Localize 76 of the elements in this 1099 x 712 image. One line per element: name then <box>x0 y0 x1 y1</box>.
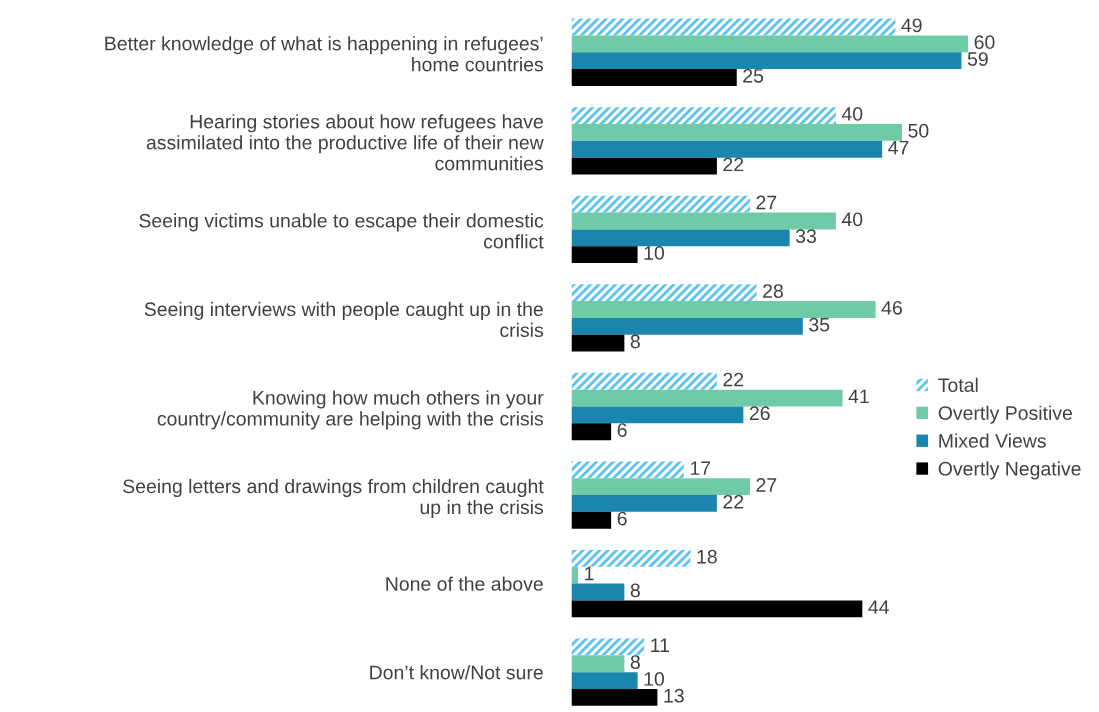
bar <box>571 549 691 567</box>
data-label: 50 <box>908 123 929 138</box>
data-label: 46 <box>881 300 902 315</box>
data-label: 40 <box>841 212 863 227</box>
bar <box>571 229 790 247</box>
data-label: 11 <box>651 638 669 652</box>
bar <box>571 655 625 673</box>
data-label: 8 <box>630 655 640 669</box>
data-label: 6 <box>617 511 627 526</box>
legend-label: Total <box>938 377 978 393</box>
data-label: 49 <box>901 18 922 33</box>
bar <box>571 301 876 318</box>
data-label: 35 <box>809 317 830 332</box>
bar <box>571 317 803 335</box>
bar <box>571 372 717 390</box>
data-label: 25 <box>743 68 764 83</box>
data-label: 47 <box>888 140 909 155</box>
data-label: 13 <box>664 688 684 703</box>
bar <box>571 157 717 175</box>
data-label: 27 <box>756 478 777 492</box>
bar <box>571 495 717 512</box>
data-label: 40 <box>841 107 863 121</box>
data-label: 60 <box>974 35 995 50</box>
bar <box>571 511 612 529</box>
bar <box>571 18 896 36</box>
bar <box>571 284 757 302</box>
data-label: 22 <box>723 372 744 387</box>
legend-label: Overtly Positive <box>938 405 1072 424</box>
bar <box>571 461 684 479</box>
bar <box>571 389 843 407</box>
data-label: 6 <box>617 423 627 437</box>
data-label: 28 <box>763 284 783 298</box>
y-tick-label: Seeing interviews with people caught up in the crisis <box>144 301 543 338</box>
bar <box>571 69 737 86</box>
bar <box>571 140 883 158</box>
y-tick-label: Seeing victims unable to escape their domestic conflict <box>139 213 544 249</box>
y-tick-label: None of the above <box>386 576 543 591</box>
bar <box>571 638 645 656</box>
bar <box>571 35 969 53</box>
y-tick-label: Don’t know/Not sure <box>370 665 543 680</box>
bar <box>571 334 625 352</box>
bar <box>571 406 744 424</box>
data-label: 1 <box>585 566 594 581</box>
data-label: 8 <box>630 334 640 349</box>
data-label: 44 <box>868 600 889 614</box>
data-label: 33 <box>795 229 816 244</box>
bar <box>571 478 750 496</box>
bar <box>571 246 638 264</box>
bar <box>571 583 625 601</box>
bar <box>571 600 863 618</box>
y-tick-label: Hearing stories about how refugees have assimilated into the productive life of their new communities <box>146 114 544 171</box>
bar <box>571 52 962 70</box>
bar <box>571 123 903 141</box>
data-label: 27 <box>756 195 777 210</box>
data-label: 10 <box>644 246 665 260</box>
y-tick-label: Seeing letters and drawings from children caught up in the crisis <box>123 478 544 518</box>
bar <box>571 688 658 706</box>
data-label: 59 <box>967 52 988 66</box>
data-label: 26 <box>749 406 770 421</box>
bar <box>571 195 750 213</box>
bar <box>571 212 836 230</box>
bar <box>571 672 638 689</box>
data-label: 22 <box>723 157 744 172</box>
data-label: 18 <box>697 549 717 564</box>
bar <box>571 423 612 441</box>
data-label: 17 <box>690 461 711 475</box>
y-tick-label: Knowing how much others in your country/community are helping with the crisis <box>157 390 544 430</box>
data-label: 22 <box>723 494 744 509</box>
bar <box>571 107 836 124</box>
data-label: 8 <box>630 583 640 598</box>
data-label: 10 <box>644 672 665 686</box>
legend-label: Overtly Negative <box>938 461 1081 480</box>
legend-label: Mixed Views <box>939 433 1046 448</box>
bar <box>571 566 579 584</box>
y-tick-label: Better knowledge of what is happening in refugees’ home countries <box>105 36 544 72</box>
data-label: 41 <box>848 389 869 404</box>
